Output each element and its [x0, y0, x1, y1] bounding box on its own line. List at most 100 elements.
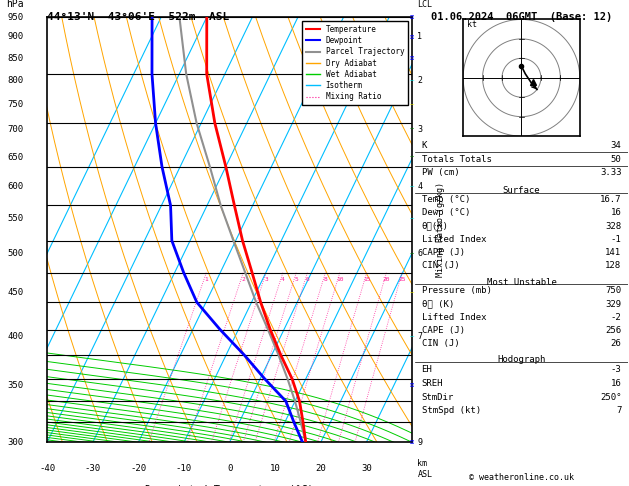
Text: -10: -10 [176, 464, 192, 472]
Text: 550: 550 [8, 214, 23, 223]
Text: 10: 10 [270, 464, 281, 472]
Text: —: — [410, 184, 415, 190]
Text: —: — [410, 216, 415, 222]
Text: K: K [421, 141, 427, 150]
Text: 10: 10 [336, 277, 343, 282]
Text: 16: 16 [611, 379, 621, 388]
Text: 329: 329 [605, 299, 621, 309]
Text: 20: 20 [315, 464, 326, 472]
Text: StmDir: StmDir [421, 393, 454, 401]
Text: km
ASL: km ASL [418, 459, 433, 479]
Text: 300: 300 [8, 438, 23, 447]
Text: -2: -2 [611, 312, 621, 322]
Text: 328: 328 [605, 222, 621, 230]
Text: 6: 6 [306, 277, 309, 282]
Text: 3: 3 [264, 277, 268, 282]
Text: 750: 750 [605, 286, 621, 295]
Text: 450: 450 [8, 288, 23, 297]
Text: 15: 15 [363, 277, 370, 282]
Text: 3.33: 3.33 [600, 169, 621, 177]
Text: 750: 750 [8, 100, 23, 109]
Text: 800: 800 [8, 76, 23, 85]
Text: 50: 50 [611, 155, 621, 164]
Text: 650: 650 [8, 153, 23, 161]
Text: -30: -30 [85, 464, 101, 472]
Text: Temp (°C): Temp (°C) [421, 195, 470, 204]
Text: Lifted Index: Lifted Index [421, 312, 486, 322]
Text: —: — [410, 333, 415, 339]
Text: 8: 8 [323, 277, 327, 282]
Text: θᴇ (K): θᴇ (K) [421, 299, 454, 309]
Text: ≡: ≡ [410, 55, 415, 61]
Text: EH: EH [421, 364, 432, 374]
Text: 44°13'N  43°06'E  522m  ASL: 44°13'N 43°06'E 522m ASL [47, 12, 230, 22]
Text: —: — [410, 101, 415, 107]
Text: -3: -3 [611, 364, 621, 374]
Text: 2: 2 [242, 277, 245, 282]
Text: 7: 7 [616, 406, 621, 416]
Text: Pressure (mb): Pressure (mb) [421, 286, 491, 295]
Text: ≡: ≡ [410, 439, 415, 445]
Text: Dewp (°C): Dewp (°C) [421, 208, 470, 217]
Text: Hodograph: Hodograph [498, 355, 545, 364]
Text: ≡: ≡ [410, 382, 415, 388]
Text: CAPE (J): CAPE (J) [421, 326, 465, 335]
Text: -40: -40 [39, 464, 55, 472]
Text: PW (cm): PW (cm) [421, 169, 459, 177]
Text: —: — [410, 77, 415, 84]
Text: Totals Totals: Totals Totals [421, 155, 491, 164]
Text: Dewpoint / Temperature (°C): Dewpoint / Temperature (°C) [145, 485, 314, 486]
Text: 900: 900 [8, 33, 23, 41]
Text: 3: 3 [418, 125, 423, 134]
Text: 1: 1 [418, 33, 423, 41]
Text: 600: 600 [8, 182, 23, 191]
Text: 01.06.2024  06GMT  (Base: 12): 01.06.2024 06GMT (Base: 12) [431, 12, 612, 22]
Text: 26: 26 [611, 339, 621, 348]
Text: LCL: LCL [418, 0, 433, 9]
Text: Mixing Ratio (g/kg): Mixing Ratio (g/kg) [436, 182, 445, 277]
Text: 16.7: 16.7 [600, 195, 621, 204]
Text: ≡: ≡ [410, 14, 415, 20]
Text: θᴇ(K): θᴇ(K) [421, 222, 448, 230]
Text: © weatheronline.co.uk: © weatheronline.co.uk [469, 473, 574, 482]
Text: ~: ~ [410, 251, 415, 257]
Text: 20: 20 [382, 277, 390, 282]
Text: 250°: 250° [600, 393, 621, 401]
Text: StmSpd (kt): StmSpd (kt) [421, 406, 481, 416]
Text: 4: 4 [281, 277, 285, 282]
Text: 1: 1 [204, 277, 208, 282]
Text: 30: 30 [361, 464, 372, 472]
Text: CAPE (J): CAPE (J) [421, 248, 465, 257]
Text: 400: 400 [8, 331, 23, 341]
Text: 25: 25 [398, 277, 406, 282]
Text: —: — [410, 290, 415, 295]
Text: -20: -20 [130, 464, 147, 472]
Text: hPa: hPa [6, 0, 23, 8]
Text: 850: 850 [8, 53, 23, 63]
Text: 7: 7 [418, 331, 423, 341]
Text: 128: 128 [605, 261, 621, 270]
Text: Surface: Surface [503, 186, 540, 195]
Text: Lifted Index: Lifted Index [421, 235, 486, 243]
Text: 34: 34 [611, 141, 621, 150]
Text: -1: -1 [611, 235, 621, 243]
Text: kt: kt [467, 20, 477, 29]
Text: ≡: ≡ [410, 34, 415, 40]
Text: CIN (J): CIN (J) [421, 261, 459, 270]
Text: 950: 950 [8, 13, 23, 21]
Text: 0: 0 [227, 464, 232, 472]
Text: CIN (J): CIN (J) [421, 339, 459, 348]
Text: ~: ~ [410, 127, 415, 133]
Text: 9: 9 [418, 438, 423, 447]
Text: 350: 350 [8, 381, 23, 390]
Text: SREH: SREH [421, 379, 443, 388]
Text: 6: 6 [418, 249, 423, 258]
Text: 141: 141 [605, 248, 621, 257]
Text: 4: 4 [418, 182, 423, 191]
Text: 16: 16 [611, 208, 621, 217]
Text: ~: ~ [410, 154, 415, 160]
Text: 2: 2 [418, 76, 423, 85]
Legend: Temperature, Dewpoint, Parcel Trajectory, Dry Adiabat, Wet Adiabat, Isotherm, Mi: Temperature, Dewpoint, Parcel Trajectory… [302, 21, 408, 105]
Text: 500: 500 [8, 249, 23, 258]
Text: Most Unstable: Most Unstable [486, 278, 557, 287]
